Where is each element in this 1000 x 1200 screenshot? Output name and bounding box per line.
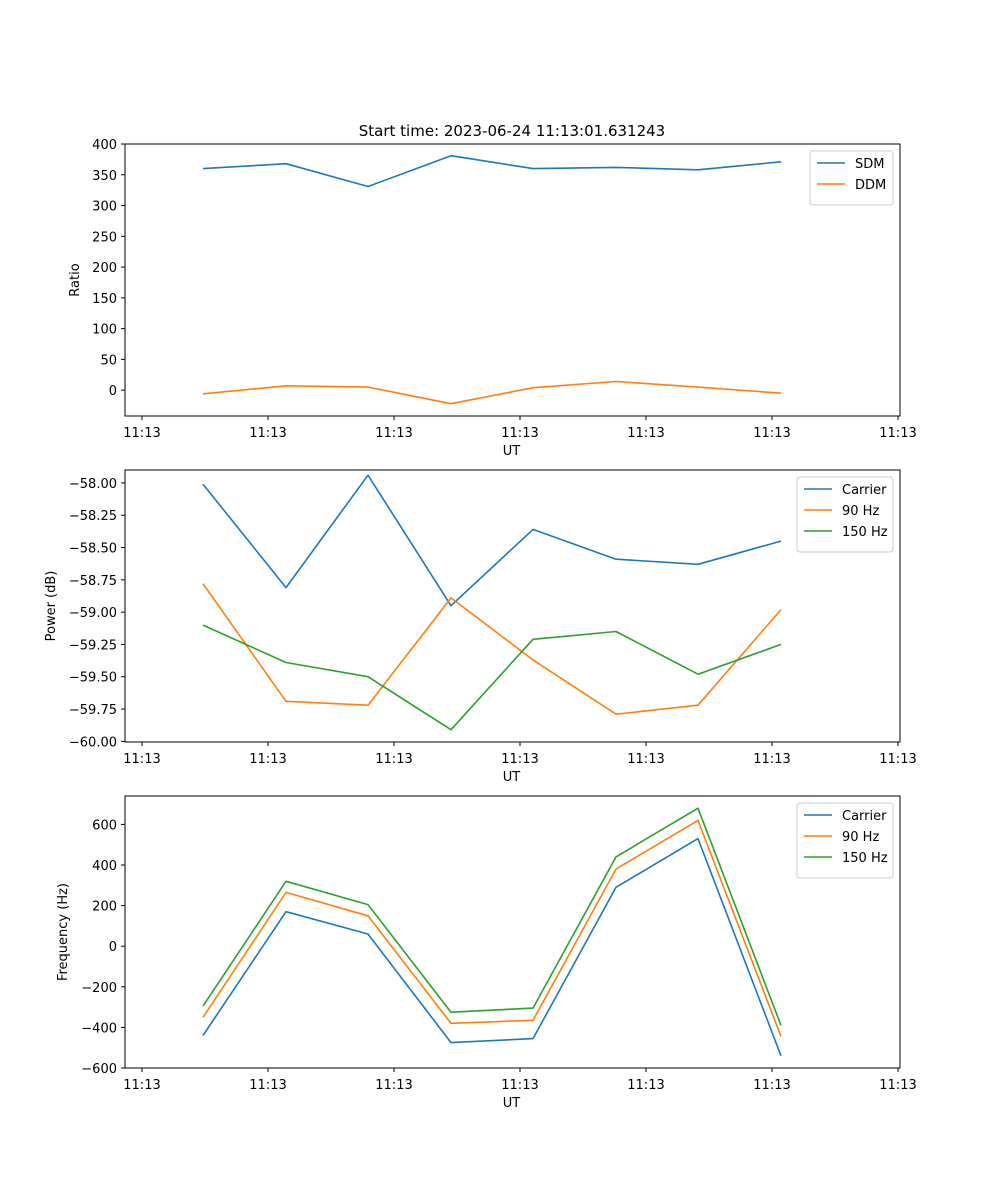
x-tick-label: 11:13 <box>753 426 790 441</box>
y-tick-label: −58.75 <box>69 574 117 589</box>
axes-frame <box>124 143 901 417</box>
x-tick-label: 11:13 <box>879 752 916 767</box>
y-tick-label: −58.00 <box>69 477 117 492</box>
x-tick-label: 11:13 <box>501 426 538 441</box>
x-tick-label: 11:13 <box>249 752 286 767</box>
panel-power: 11:13 11:13 11:13 11:13 11:13 11:13 11:13 −60.0… <box>44 469 917 785</box>
x-tick-label: 11:13 <box>123 1078 160 1093</box>
y-tick-label: −59.00 <box>69 606 117 621</box>
x-tick-label: 11:13 <box>123 752 160 767</box>
legend-label: 90 Hz <box>842 504 879 519</box>
x-tick-label: 11:13 <box>879 426 916 441</box>
panel-ratio: 11:13 11:13 11:13 11:13 11:13 11:13 11:13 0 50 10… <box>68 138 917 459</box>
y-tick-label: −59.75 <box>69 703 117 718</box>
x-tick-label: 11:13 <box>627 752 664 767</box>
x-tick-label: 11:13 <box>879 1078 916 1093</box>
legend-label: 150 Hz <box>842 851 888 866</box>
y-tick-label: −58.25 <box>69 509 117 524</box>
figure-title: Start time: 2023-06-24 11:13:01.631243 <box>359 122 665 140</box>
y-tick-label: 200 <box>92 900 117 915</box>
x-tick-label: 11:13 <box>501 1078 538 1093</box>
y-tick-label: −200 <box>81 981 117 996</box>
x-tick-label: 11:13 <box>375 426 412 441</box>
x-tick-label: 11:13 <box>501 752 538 767</box>
y-tick-label: −59.25 <box>69 638 117 653</box>
legend-box <box>809 150 894 206</box>
series-line-ddm <box>202 380 782 405</box>
y-axis-label: Frequency (Hz) <box>56 883 71 981</box>
y-tick-label: 100 <box>92 323 117 338</box>
y-tick-label: −600 <box>81 1062 117 1077</box>
y-tick-label: 250 <box>92 230 117 245</box>
x-tick-label: 11:13 <box>249 1078 286 1093</box>
series-line-150-hz <box>202 807 782 1026</box>
legend-label: DDM <box>855 178 886 193</box>
y-tick-label: 400 <box>92 138 117 153</box>
y-tick-label: 50 <box>100 353 117 368</box>
x-tick-label: 11:13 <box>249 426 286 441</box>
legend-label: Carrier <box>842 483 887 498</box>
legend-label: Carrier <box>842 809 887 824</box>
x-tick-label: 11:13 <box>753 1078 790 1093</box>
legend-label: 90 Hz <box>842 830 879 845</box>
x-axis-label: UT <box>503 1096 521 1111</box>
y-tick-label: −60.00 <box>69 735 117 750</box>
legend-box <box>796 476 894 553</box>
y-tick-label: 150 <box>92 292 117 307</box>
x-axis-label: UT <box>503 444 521 459</box>
x-tick-label: 11:13 <box>753 752 790 767</box>
series-line-carrier <box>202 837 782 1057</box>
y-tick-label: 0 <box>109 940 117 955</box>
y-tick-label: 300 <box>92 200 117 215</box>
y-tick-label: −59.50 <box>69 671 117 686</box>
y-tick-label: 400 <box>92 859 117 874</box>
axes-frame <box>124 469 901 743</box>
series-line-150-hz <box>202 624 782 731</box>
series-line-carrier <box>202 474 782 607</box>
x-tick-label: 11:13 <box>375 752 412 767</box>
series-line-90-hz <box>202 819 782 1037</box>
legend-label: SDM <box>855 157 884 172</box>
legend-box <box>796 802 894 879</box>
series-line-90-hz <box>202 583 782 716</box>
x-axis-label: UT <box>503 770 521 785</box>
x-tick-label: 11:13 <box>375 1078 412 1093</box>
x-tick-label: 11:13 <box>627 426 664 441</box>
y-tick-label: 350 <box>92 169 117 184</box>
y-tick-label: 200 <box>92 261 117 276</box>
x-tick-label: 11:13 <box>627 1078 664 1093</box>
series-line-sdm <box>202 154 782 188</box>
y-tick-label: 0 <box>109 384 117 399</box>
y-axis-label: Ratio <box>68 263 83 296</box>
panel-frequency: 11:13 11:13 11:13 11:13 11:13 11:13 11:13 −600 −… <box>56 795 917 1111</box>
y-tick-label: −58.50 <box>69 542 117 557</box>
y-tick-label: 600 <box>92 818 117 833</box>
y-tick-label: −400 <box>81 1021 117 1036</box>
axes-frame <box>124 795 901 1069</box>
y-axis-label: Power (dB) <box>44 571 59 642</box>
x-tick-label: 11:13 <box>123 426 160 441</box>
legend-label: 150 Hz <box>842 525 888 540</box>
